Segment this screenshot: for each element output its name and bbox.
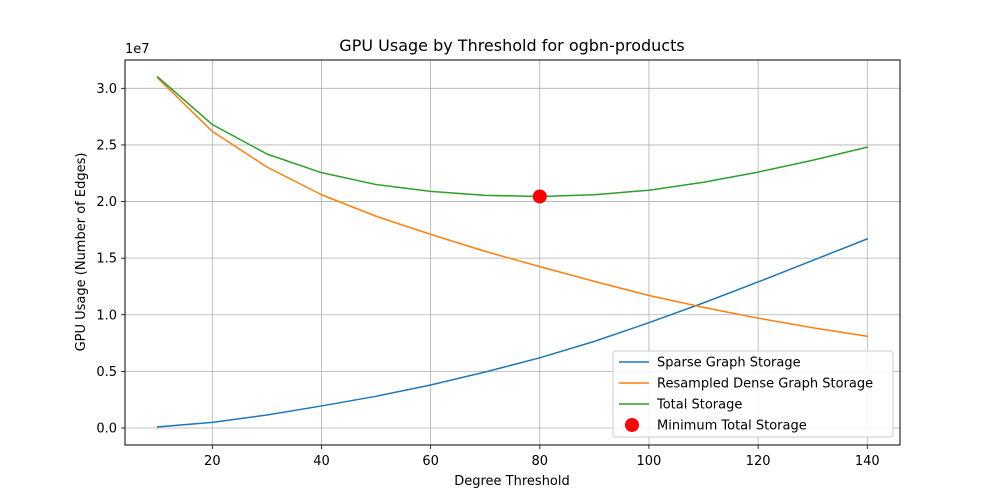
legend-swatch-marker	[625, 418, 639, 432]
total-storage-line	[156, 75, 869, 198]
x-tick-label: 140	[855, 454, 880, 469]
legend-entry-label: Total Storage	[656, 398, 742, 413]
plot-frame	[124, 59, 901, 446]
legend-entries: Sparse Graph Storage Resampled Dense Grap…	[619, 356, 873, 434]
x-tick-label: 120	[746, 454, 771, 469]
x-tick-label: 80	[532, 454, 549, 469]
legend: Sparse Graph Storage Resampled Dense Grap…	[612, 350, 894, 438]
sparse-graph-storage-line	[156, 237, 869, 428]
y-tick-label: 0.0	[96, 422, 117, 437]
y-tick-label: 2.5	[96, 138, 117, 153]
x-axis-ticks: 20 40 60 80 100 120 140	[204, 445, 880, 469]
y-tick-label: 2.0	[96, 195, 117, 210]
y-tick-label: 0.5	[96, 365, 117, 380]
x-tick-label: 20	[204, 454, 221, 469]
series-lines	[156, 75, 869, 428]
x-axis-label: Degree Threshold	[454, 474, 570, 489]
markers	[532, 189, 547, 204]
minimum-total-storage-marker	[532, 189, 547, 204]
resampled-dense-graph-storage-line	[156, 77, 869, 338]
grid	[125, 60, 900, 445]
y-axis-offset-label: 1e7	[125, 42, 150, 57]
legend-entry-label: Minimum Total Storage	[657, 419, 807, 434]
legend-entry-label: Sparse Graph Storage	[657, 356, 801, 371]
legend-entry-label: Resampled Dense Graph Storage	[657, 377, 873, 392]
y-tick-label: 1.0	[96, 308, 117, 323]
x-tick-label: 100	[637, 454, 662, 469]
x-tick-label: 40	[313, 454, 330, 469]
y-tick-label: 3.0	[96, 82, 117, 97]
y-tick-label: 1.5	[96, 252, 117, 267]
chart-title: GPU Usage by Threshold for ogbn-products	[339, 36, 684, 55]
y-axis-label: GPU Usage (Number of Edges)	[74, 153, 89, 352]
legend-box	[612, 350, 894, 438]
y-axis-ticks: 0.0 0.5 1.0 1.5 2.0 2.5 3.0	[96, 82, 125, 437]
x-tick-label: 60	[422, 454, 439, 469]
